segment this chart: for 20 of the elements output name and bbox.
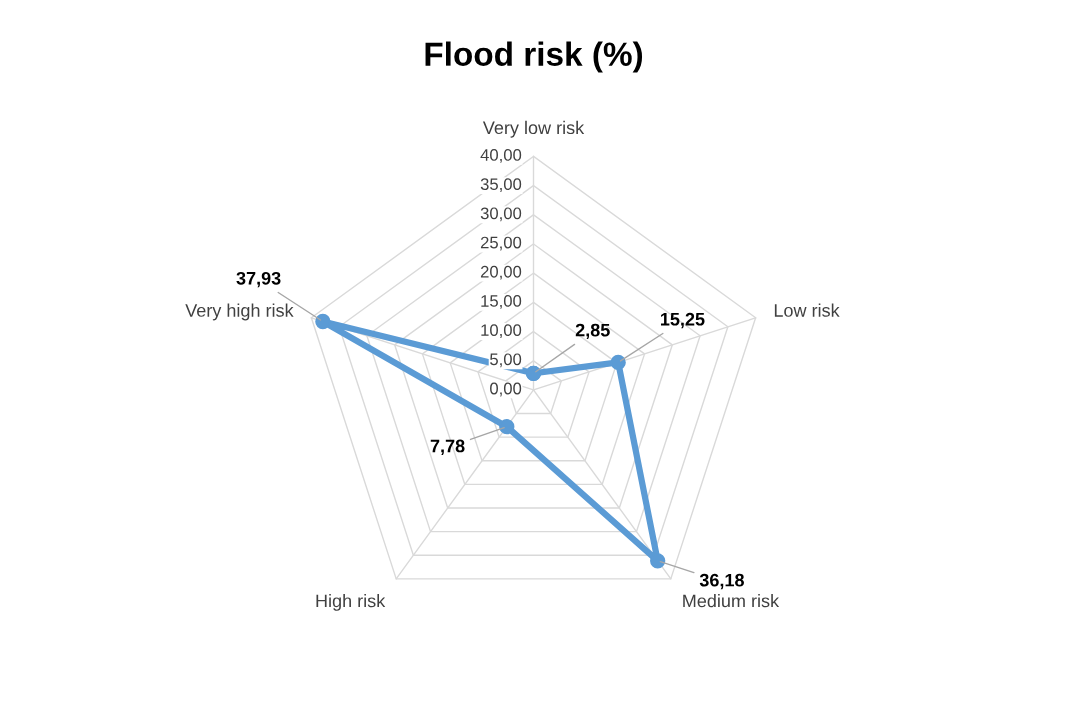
spoke-label: Very low risk xyxy=(482,120,585,138)
y-tick-label: 15,00 xyxy=(481,295,522,309)
data-label: 7,78 xyxy=(430,439,465,455)
data-label: 36,18 xyxy=(699,573,744,590)
y-tick-label: 25,00 xyxy=(480,236,522,251)
y-tick-label: 40,00 xyxy=(480,149,522,163)
spoke-label: Low risk xyxy=(774,303,840,317)
data-label: 2,85 xyxy=(575,323,610,340)
y-tick-label: 5,00 xyxy=(490,353,522,368)
spoke-label: High risk xyxy=(316,594,386,611)
y-tick-label: 10,00 xyxy=(481,324,522,338)
data-label: 15,25 xyxy=(660,312,705,329)
data-label: 37,93 xyxy=(236,271,281,288)
spoke-label: Very high risk xyxy=(185,303,294,321)
y-tick-label: 0,00 xyxy=(490,382,522,397)
spoke-label: Medium risk xyxy=(683,594,780,608)
chart-title: Flood risk (%) xyxy=(425,41,643,73)
y-tick-label: 35,00 xyxy=(480,178,522,193)
y-tick-label: 30,00 xyxy=(480,207,522,222)
y-tick-label: 20,00 xyxy=(480,265,522,280)
